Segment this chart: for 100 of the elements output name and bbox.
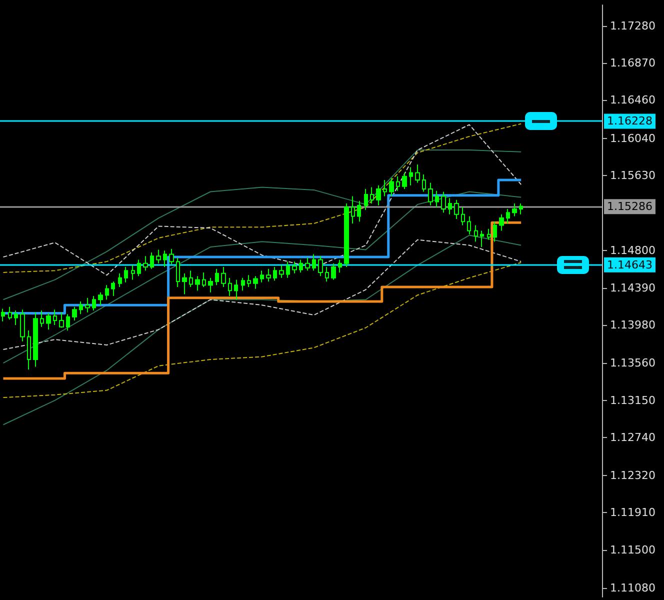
candlestick <box>105 284 109 300</box>
candlestick <box>85 297 90 313</box>
candlestick <box>396 176 400 192</box>
candlestick <box>493 221 497 242</box>
candlestick <box>208 277 213 293</box>
candlestick <box>512 203 517 217</box>
candlestick <box>221 266 226 288</box>
candlestick <box>182 272 187 295</box>
candlestick <box>519 203 523 215</box>
candlestick <box>169 248 174 265</box>
candlestick <box>461 206 465 226</box>
candlestick <box>156 249 161 264</box>
candlestick <box>131 264 135 280</box>
candlestick <box>33 312 38 368</box>
candlestick <box>150 252 154 270</box>
y-tick-label: 1.11910 <box>610 506 656 520</box>
candlestick <box>40 310 44 328</box>
line-series <box>2 150 522 300</box>
candlestick <box>506 208 510 224</box>
candlestick <box>241 277 245 292</box>
y-tick-label: 1.16040 <box>610 132 656 145</box>
candlestick <box>467 216 471 235</box>
candlestick <box>189 270 193 288</box>
candlestick <box>441 191 446 214</box>
candlestick <box>118 272 122 288</box>
candlestick <box>273 266 277 282</box>
candlestick <box>376 184 381 206</box>
candlestick <box>27 330 31 370</box>
candlestick <box>202 272 206 288</box>
y-tick-label: 1.16460 <box>610 94 656 107</box>
y-tick-label: 1.16870 <box>610 56 656 70</box>
candlestick <box>338 259 342 273</box>
candlestick <box>234 279 238 300</box>
y-tick-label: 1.12320 <box>610 469 656 482</box>
candlestick <box>176 257 180 288</box>
candlestick <box>46 312 51 330</box>
candlestick <box>247 274 251 288</box>
candlestick <box>20 309 25 342</box>
candlestick <box>364 188 368 210</box>
candlestick <box>318 256 323 277</box>
candlestick <box>260 270 264 283</box>
candlestick <box>454 199 459 220</box>
y-tick-label: 1.12740 <box>610 430 656 444</box>
y-tick-label: 1.14390 <box>610 281 656 294</box>
candlestick <box>499 214 504 232</box>
candlestick <box>312 254 316 272</box>
candlestick <box>66 314 70 331</box>
candlestick <box>124 266 128 283</box>
candlestick <box>92 296 96 312</box>
candlestick <box>435 190 439 208</box>
y-tick-label: 1.11500 <box>610 543 656 556</box>
candlestick <box>98 292 103 306</box>
ref-line-label: 1.14643 <box>607 258 652 272</box>
candlestick <box>163 250 167 268</box>
y-tick-label: 1.13560 <box>610 356 656 370</box>
candlestick <box>143 256 148 272</box>
candlestick <box>428 182 433 206</box>
ref-line-label: 1.16228 <box>607 114 652 128</box>
ref-line-label: 1.15286 <box>607 200 652 214</box>
candlestick <box>266 268 271 282</box>
y-tick-label: 1.14800 <box>610 244 656 258</box>
candlestick <box>331 262 336 280</box>
candlestick <box>383 179 387 197</box>
candlestick <box>357 200 361 222</box>
line-series <box>2 191 522 364</box>
candlestick <box>286 261 290 278</box>
candlestick <box>53 309 57 326</box>
candlestick <box>59 312 64 328</box>
y-tick-label: 1.15630 <box>610 168 656 182</box>
candlestick <box>279 264 284 278</box>
candlestick <box>292 261 297 274</box>
y-tick-label: 1.13150 <box>610 394 656 407</box>
candlestick <box>389 178 394 197</box>
candlestick <box>137 259 141 277</box>
candlestick <box>325 266 329 282</box>
candlestick <box>422 174 426 192</box>
candlestick <box>215 268 219 286</box>
candlestick <box>8 306 12 320</box>
candlestick <box>72 306 77 321</box>
candlestick <box>480 230 484 248</box>
y-tick-label: 1.17280 <box>610 19 656 32</box>
candlestick <box>253 276 258 290</box>
candlestick <box>305 257 310 272</box>
candlestick <box>474 224 478 242</box>
candlestick <box>1 308 5 322</box>
candlestick <box>111 281 115 297</box>
candlestick <box>228 277 232 297</box>
candlestick <box>487 228 491 240</box>
candlestick <box>79 300 83 315</box>
line-series <box>2 262 522 398</box>
candlestick <box>351 196 355 224</box>
candlestick <box>344 203 349 268</box>
candlestick <box>402 172 407 190</box>
candlestick <box>195 276 200 292</box>
candlestick <box>370 186 374 204</box>
candlestick <box>299 259 303 273</box>
y-tick-label: 1.13980 <box>610 318 656 332</box>
candlestick <box>14 310 18 326</box>
candlestick <box>415 164 420 184</box>
candlestick <box>448 198 452 215</box>
